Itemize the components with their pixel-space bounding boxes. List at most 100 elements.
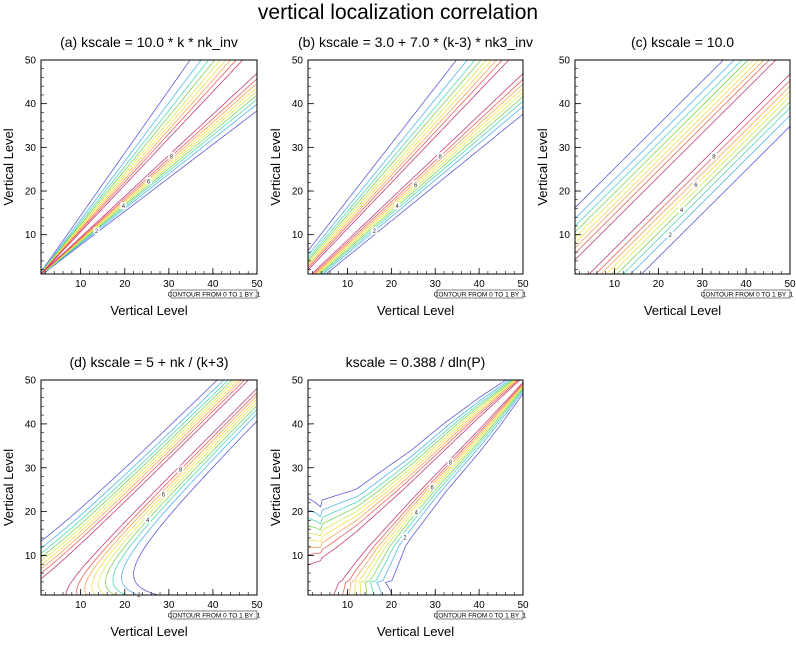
contour-lines xyxy=(307,379,524,596)
contour-label-bg xyxy=(120,202,127,210)
y-tick-label: 50 xyxy=(292,376,304,387)
contour-lines xyxy=(40,59,258,275)
x-axis-label: Vertical Level xyxy=(377,624,454,639)
info-label: CONTOUR FROM 0 TO 1 BY .1 xyxy=(434,612,527,619)
contour-label: 6 xyxy=(414,183,418,189)
contour-label-bg xyxy=(437,152,444,160)
y-tick-label: 50 xyxy=(25,56,37,67)
contour-level-0.3 xyxy=(40,59,258,275)
y-tick-label: 40 xyxy=(25,99,37,110)
y-axis-label: Vertical Level xyxy=(1,128,16,205)
contour-level-0.5 xyxy=(40,59,258,275)
contour-level-0.5 xyxy=(307,379,524,596)
contour-level-0.6 xyxy=(307,59,524,275)
x-tick-label: 20 xyxy=(386,600,398,611)
contour-label: 2 xyxy=(373,229,377,235)
y-tick-label: 20 xyxy=(559,187,571,198)
contour-level-0.8 xyxy=(307,59,524,275)
x-tick-label: 10 xyxy=(342,600,354,611)
info-label-box xyxy=(436,610,524,620)
y-tick-label: 50 xyxy=(559,56,571,67)
y-tick-label: 30 xyxy=(559,143,571,154)
contour-label: 8 xyxy=(438,154,442,160)
y-tick-label: 30 xyxy=(25,143,37,154)
x-tick-label: 40 xyxy=(207,600,219,611)
contour-label-bg xyxy=(177,465,184,473)
contour-level-0.2 xyxy=(574,59,791,275)
info-label-box xyxy=(703,289,791,299)
x-tick-label: 30 xyxy=(697,279,709,290)
plot-frame xyxy=(40,379,258,596)
y-tick-label: 30 xyxy=(25,463,37,474)
contour-label: 8 xyxy=(449,460,453,466)
y-tick-label: 20 xyxy=(25,187,37,198)
contour-level-0.3 xyxy=(307,59,524,275)
panel-2: (b) kscale = 3.0 + 7.0 * (k-3) * nk3_inv… xyxy=(268,34,533,318)
contour-level-0.1 xyxy=(574,59,791,275)
info-label-box xyxy=(170,610,258,620)
info-label: CONTOUR FROM 0 TO 1 BY .1 xyxy=(434,291,527,298)
contour-level-0.6 xyxy=(574,59,791,275)
x-tick-label: 20 xyxy=(653,279,665,290)
contour-level-0.5 xyxy=(40,379,258,596)
figure-title: vertical localization correlation xyxy=(258,1,538,24)
y-tick-label: 40 xyxy=(292,99,304,110)
x-axis-label: Vertical Level xyxy=(110,303,187,318)
contour-label: 6 xyxy=(147,179,151,185)
y-axis-label: Vertical Level xyxy=(268,449,283,526)
contour-label: 4 xyxy=(415,511,419,517)
contour-level-0.5 xyxy=(307,59,524,275)
panel-title: kscale = 0.388 / dln(P) xyxy=(346,354,486,370)
info-label: CONTOUR FROM 0 TO 1 BY .1 xyxy=(701,291,794,298)
panel-4: (d) kscale = 5 + nk / (k+3) 2 4 6 8 10 20 30 40 5… xyxy=(1,354,263,639)
contour-label-bg xyxy=(667,230,674,238)
contour-level-0.6 xyxy=(40,59,258,275)
contour-level-0.9 xyxy=(307,379,524,596)
contour-label: 6 xyxy=(162,493,166,499)
contour-level-0.4 xyxy=(40,379,258,596)
contour-label: 4 xyxy=(146,518,150,524)
contour-label-bg xyxy=(144,515,151,523)
contour-label-bg xyxy=(160,490,167,498)
panel-title: (a) kscale = 10.0 * k * nk_inv xyxy=(60,34,238,50)
contour-level-0.6 xyxy=(307,379,524,596)
y-tick-label: 40 xyxy=(292,419,304,430)
contour-level-0.3 xyxy=(574,59,791,275)
contour-level-0.1 xyxy=(40,379,258,596)
contour-level-0.9 xyxy=(40,59,258,275)
info-label: CONTOUR FROM 0 TO 1 BY .1 xyxy=(168,612,261,619)
x-tick-label: 30 xyxy=(430,600,442,611)
contour-label-bg xyxy=(145,177,152,185)
contour-label: 6 xyxy=(694,183,698,189)
contour-level-0.4 xyxy=(307,379,524,595)
x-tick-label: 20 xyxy=(119,279,131,290)
contour-level-0.4 xyxy=(40,59,258,275)
contour-level-0.8 xyxy=(574,59,791,275)
contour-level-0.9 xyxy=(574,59,791,275)
contour-level-0.7 xyxy=(40,59,258,275)
contour-label-bg xyxy=(678,205,685,213)
contour-label-bg xyxy=(394,202,401,210)
y-tick-label: 40 xyxy=(25,419,37,430)
x-tick-label: 20 xyxy=(386,279,398,290)
contour-label-bg xyxy=(429,483,436,491)
y-tick-label: 40 xyxy=(559,99,571,110)
contour-label: 2 xyxy=(95,229,99,235)
x-tick-label: 10 xyxy=(609,279,621,290)
x-tick-label: 20 xyxy=(119,600,131,611)
x-tick-label: 50 xyxy=(251,279,263,290)
panel-title: (d) kscale = 5 + nk / (k+3) xyxy=(69,354,228,370)
contour-level-0.8 xyxy=(307,379,524,596)
y-tick-label: 30 xyxy=(292,143,304,154)
contour-level-0.2 xyxy=(40,379,258,596)
y-tick-label: 10 xyxy=(292,551,304,562)
x-tick-label: 50 xyxy=(517,600,529,611)
x-tick-label: 50 xyxy=(517,279,529,290)
x-tick-label: 40 xyxy=(474,279,486,290)
x-tick-label: 50 xyxy=(784,279,796,290)
panel-5: kscale = 0.388 / dln(P) 2 4 6 8 10 20 30 40 50 10 2… xyxy=(268,354,529,639)
contour-level-0.8 xyxy=(40,59,258,275)
contour-label-bg xyxy=(412,180,419,188)
y-axis-label: Vertical Level xyxy=(535,128,550,205)
